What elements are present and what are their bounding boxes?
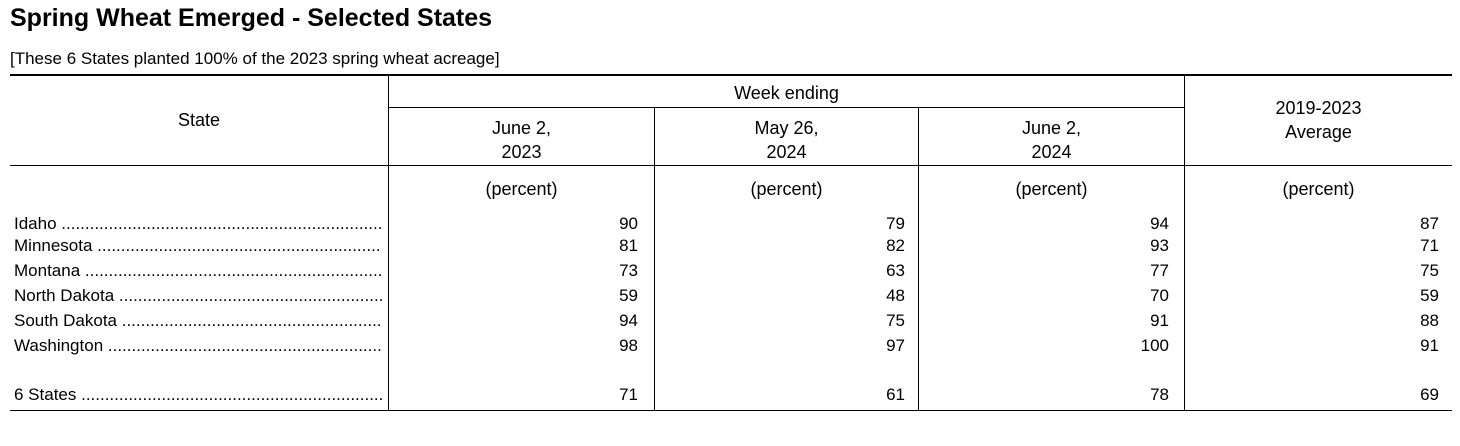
column-divider-state [388,75,389,410]
header-week-ending: Week ending [734,83,839,103]
row-value: 81 [619,236,638,255]
row-value: 100 [1140,336,1169,355]
row-value: 91 [1150,311,1169,330]
column-divider-1 [654,107,655,410]
row-state-label: Minnesota [14,235,382,257]
row-value: 82 [886,236,905,255]
header-bottom-rule [10,165,1452,166]
row-value: 71 [1420,236,1439,255]
total-state-label: 6 States [14,384,382,406]
unit-label: (percent) [750,179,823,199]
unit-label: (percent) [1282,179,1355,199]
column-divider-3 [1184,75,1185,410]
row-value: 75 [886,311,905,330]
row-value: 97 [886,336,905,355]
row-value: 91 [1420,336,1439,355]
row-value: 90 [619,214,638,233]
header-col4: 2019-2023 Average [1275,98,1362,142]
row-value: 77 [1150,261,1169,280]
total-value: 61 [886,385,905,404]
row-value: 98 [619,336,638,355]
row-value: 94 [1150,214,1169,233]
header-state: State [177,110,221,130]
column-divider-2 [918,107,919,410]
table-bottom-rule [10,410,1452,411]
unit-label: (percent) [485,179,558,199]
total-value: 78 [1150,385,1169,404]
week-ending-rule [389,107,1184,108]
row-state-label: Washington [14,335,382,357]
row-value: 63 [886,261,905,280]
total-value: 69 [1420,385,1439,404]
row-value: 73 [619,261,638,280]
unit-label: (percent) [1015,179,1088,199]
row-value: 48 [886,286,905,305]
row-value: 88 [1420,311,1439,330]
page-subtitle: [These 6 States planted 100% of the 2023… [10,49,500,68]
row-value: 70 [1150,286,1169,305]
header-col3: June 2, 2024 [1021,118,1082,162]
page-title: Spring Wheat Emerged - Selected States [10,4,493,32]
table-top-rule [10,74,1452,76]
row-value: 59 [1420,286,1439,305]
row-value: 93 [1150,236,1169,255]
row-state-label: Montana [14,260,382,282]
row-state-label: Idaho [14,213,382,235]
header-col1: June 2, 2023 [491,118,552,162]
row-value: 87 [1420,214,1439,233]
row-value: 79 [886,214,905,233]
row-value: 94 [619,311,638,330]
header-col2: May 26, 2024 [754,118,819,162]
total-value: 71 [619,385,638,404]
row-value: 75 [1420,261,1439,280]
row-state-label: North Dakota [14,285,382,307]
row-value: 59 [619,286,638,305]
row-state-label: South Dakota [14,310,382,332]
